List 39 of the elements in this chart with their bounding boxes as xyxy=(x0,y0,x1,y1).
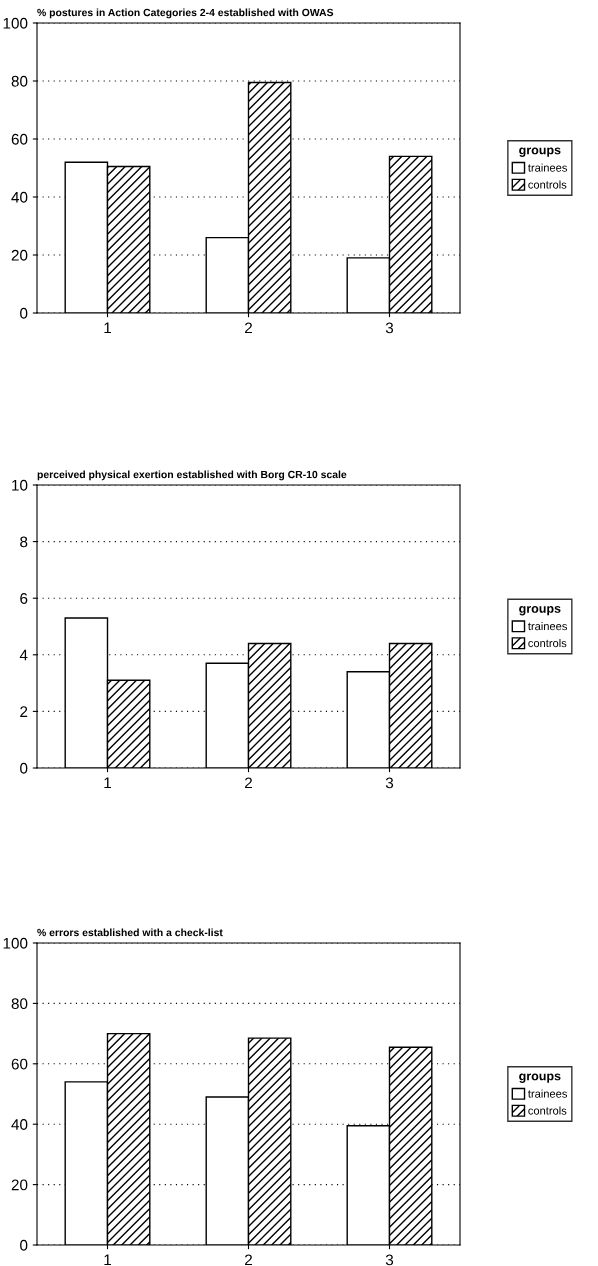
x-tick-label: 2 xyxy=(245,777,252,789)
y-tick-label: 6 xyxy=(20,593,28,604)
y-tick-label: 40 xyxy=(11,1119,28,1130)
y-tick-label: 20 xyxy=(11,1179,28,1191)
x-tick-label: 3 xyxy=(385,777,394,789)
legend-title: groups xyxy=(519,147,561,157)
y-tick-label: 100 xyxy=(3,17,28,29)
y-tick-label: 40 xyxy=(11,191,28,203)
x-tick-label: 2 xyxy=(245,322,252,334)
legend-label: trainees xyxy=(528,163,567,172)
x-tick-label: 2 xyxy=(245,1254,252,1266)
x-tick-label: 1 xyxy=(104,1254,111,1266)
y-tick-label: 80 xyxy=(11,998,28,1010)
legend-title: groups xyxy=(519,605,561,616)
y-tick-label: 100 xyxy=(3,937,28,949)
legend-label: controls xyxy=(528,1106,567,1115)
y-tick-label: 80 xyxy=(11,75,28,87)
chart-title: % errors established with a check-list xyxy=(37,928,223,937)
x-tick-label: 1 xyxy=(104,322,111,334)
y-tick-label: 2 xyxy=(20,706,28,717)
y-tick-label: 0 xyxy=(20,307,28,319)
legend-label: trainees xyxy=(528,622,567,631)
y-tick-label: 10 xyxy=(12,479,28,491)
y-tick-label: 20 xyxy=(11,249,28,261)
x-tick-label: 1 xyxy=(104,777,111,789)
legend-title: groups xyxy=(519,1073,561,1083)
y-tick-label: 8 xyxy=(20,536,28,548)
x-tick-label: 3 xyxy=(385,1254,394,1266)
chart-title: perceived physical exertion established with Borg CR-10 scale xyxy=(37,470,347,481)
chart-title: % postures in Action Categories 2-4 established with OWAS xyxy=(37,8,334,19)
x-tick-label: 3 xyxy=(385,322,394,334)
y-tick-label: 0 xyxy=(20,762,28,774)
legend-label: trainees xyxy=(528,1089,567,1098)
y-tick-label: 4 xyxy=(19,649,28,661)
y-tick-label: 60 xyxy=(11,133,28,145)
y-tick-label: 60 xyxy=(11,1058,28,1070)
y-tick-label: 0 xyxy=(20,1239,28,1251)
legend-label: controls xyxy=(528,638,567,648)
legend-label: controls xyxy=(528,180,567,189)
